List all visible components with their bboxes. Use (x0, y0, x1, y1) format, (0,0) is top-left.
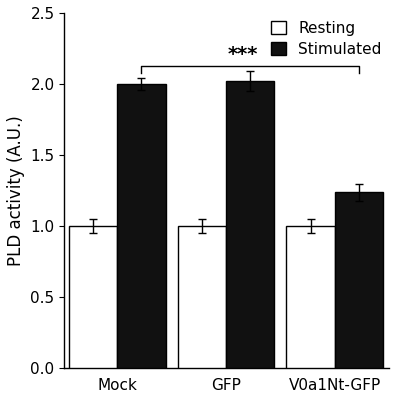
Bar (69, 226, 117, 368)
Bar (178, 226, 226, 368)
Bar (335, 192, 383, 368)
Legend: Resting, Stimulated: Resting, Stimulated (270, 20, 381, 57)
Bar (117, 84, 166, 368)
Bar (226, 81, 274, 368)
Text: ***: *** (227, 45, 258, 64)
Bar (286, 226, 335, 368)
Y-axis label: PLD activity (A.U.): PLD activity (A.U.) (7, 115, 25, 266)
